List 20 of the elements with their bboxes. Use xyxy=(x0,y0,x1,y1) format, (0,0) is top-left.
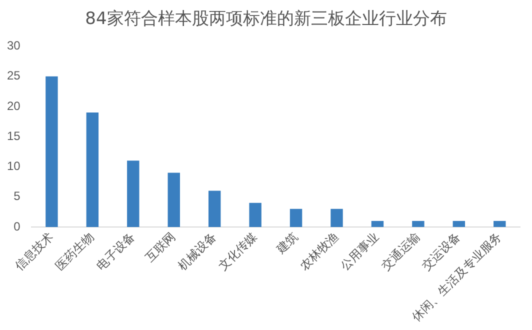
bar xyxy=(330,208,343,227)
bar xyxy=(249,202,262,227)
y-tick-label: 20 xyxy=(6,98,21,113)
chart-title: 84家符合样本股两项标准的新三板企业行业分布 xyxy=(84,8,448,31)
bar xyxy=(452,220,466,227)
y-tick-label: 25 xyxy=(6,68,21,83)
y-tick-label: 10 xyxy=(6,159,21,174)
bar xyxy=(290,208,302,227)
y-tick-label: 5 xyxy=(14,189,21,204)
y-tick-label: 30 xyxy=(6,38,21,53)
bar xyxy=(412,220,424,227)
bar xyxy=(371,220,384,227)
y-tick-label: 0 xyxy=(14,219,21,234)
bar xyxy=(86,112,99,227)
bar xyxy=(168,172,180,227)
bar xyxy=(46,76,58,227)
bar xyxy=(208,190,221,227)
bar xyxy=(127,160,140,227)
y-tick-label: 15 xyxy=(6,128,21,143)
bar xyxy=(494,220,506,227)
